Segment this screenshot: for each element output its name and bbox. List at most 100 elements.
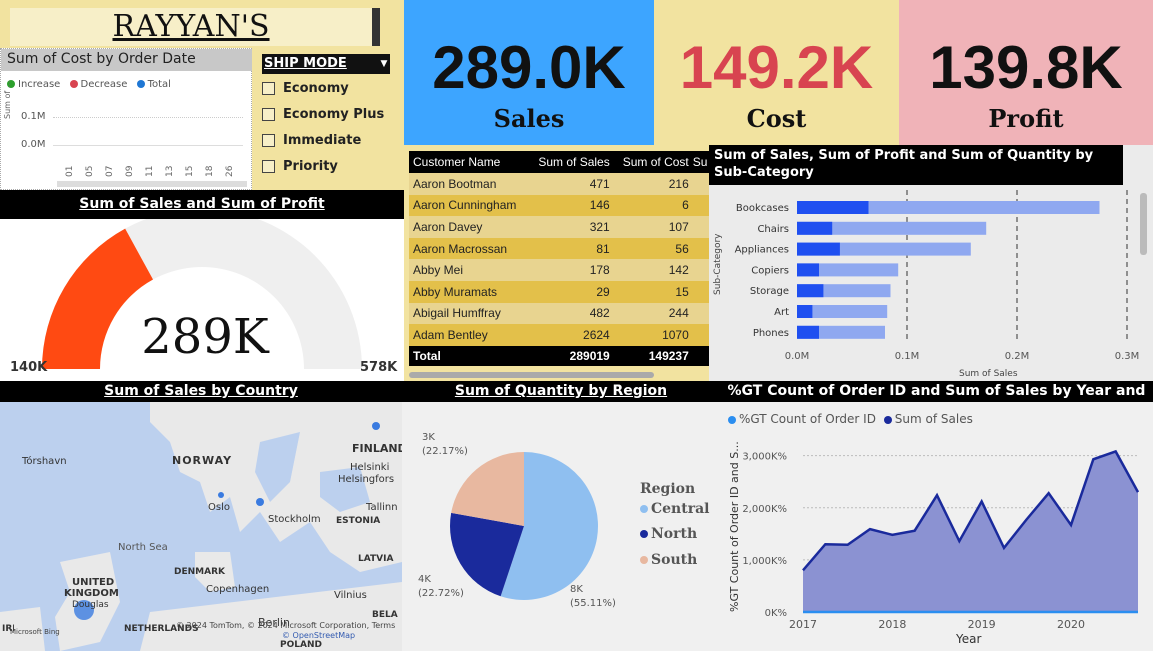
checkbox[interactable] bbox=[262, 108, 275, 121]
ship-option-economy-plus[interactable]: Economy Plus bbox=[262, 107, 402, 129]
column-header[interactable]: Su bbox=[692, 155, 708, 169]
checkbox[interactable] bbox=[262, 82, 275, 95]
cost-by-order-date-chart[interactable]: Sum of Cost by Order Date Increase Decre… bbox=[0, 48, 253, 190]
table-header-row: Customer Name Sum of Sales Sum of Cost S… bbox=[409, 151, 709, 173]
map-label: Berlin bbox=[258, 616, 290, 629]
table-row[interactable]: Aaron Bootman 471 216 bbox=[409, 173, 709, 195]
category-label: Phones bbox=[753, 328, 789, 339]
horizontal-scrollbar[interactable] bbox=[409, 372, 654, 378]
bar[interactable] bbox=[797, 221, 987, 235]
bar[interactable] bbox=[797, 325, 819, 339]
customer-table[interactable]: Customer Name Sum of Sales Sum of Cost S… bbox=[404, 145, 709, 381]
legend-label: Sum of Sales bbox=[894, 412, 973, 426]
osm-attribution[interactable]: © OpenStreetMap bbox=[282, 631, 356, 640]
kpi-label: Cost bbox=[746, 104, 807, 133]
ship-option-immediate[interactable]: Immediate bbox=[262, 133, 402, 155]
map-title-bar: Sum of Sales by Country bbox=[0, 381, 402, 402]
table-row[interactable]: Aaron Cunningham 146 6 bbox=[409, 194, 709, 217]
map-label: Douglas bbox=[72, 600, 109, 610]
sales-by-country-map[interactable]: Tórshavn NORWAY FINLAND Helsinki Helsing… bbox=[0, 402, 402, 651]
sales-profit-gauge[interactable]: 289K 140K 578K bbox=[0, 208, 404, 381]
map-label: Copenhagen bbox=[206, 584, 270, 595]
map-label: North Sea bbox=[118, 542, 168, 553]
bar[interactable] bbox=[797, 305, 813, 318]
pie-slice[interactable] bbox=[451, 452, 524, 526]
bing-logo: Microsoft Bing bbox=[10, 628, 60, 636]
map-label: Oslo bbox=[208, 502, 230, 513]
kpi-value: 289.0K bbox=[432, 34, 626, 101]
legend-item[interactable]: Central bbox=[640, 501, 709, 517]
legend-label: Total bbox=[147, 79, 171, 90]
map-label: ESTONIA bbox=[336, 516, 381, 526]
kpi-card-sales[interactable]: 289.0K Sales bbox=[404, 0, 654, 145]
x-tick: 2020 bbox=[1057, 618, 1085, 631]
legend-item[interactable]: North bbox=[640, 526, 697, 542]
legend-label: Central bbox=[651, 501, 710, 517]
data-bubble[interactable] bbox=[74, 600, 94, 620]
data-bubble[interactable] bbox=[372, 422, 380, 430]
gauge-title-bar: Sum of Sales and Sum of Profit bbox=[0, 190, 404, 219]
sales-cell: 178 bbox=[589, 263, 610, 278]
subcategory-chart-svg: 0.0M 0.1M 0.2M 0.3M Bookcases Chairs Appliance… bbox=[735, 190, 1139, 362]
sales-cell: 482 bbox=[589, 306, 610, 321]
category-label: Appliances bbox=[735, 245, 789, 256]
bar[interactable] bbox=[797, 263, 819, 277]
column-header[interactable]: Sum of Cost bbox=[622, 155, 689, 169]
cost-cell: 142 bbox=[668, 263, 689, 278]
bar[interactable] bbox=[797, 305, 888, 318]
map-label: LATVIA bbox=[358, 554, 394, 564]
sales-line[interactable] bbox=[802, 449, 1140, 572]
table-row[interactable]: Abigail Humffray 482 244 bbox=[409, 302, 709, 325]
legend-item[interactable]: South bbox=[640, 552, 697, 568]
table-row[interactable]: Abby Muramats 29 15 bbox=[409, 280, 709, 303]
bar[interactable] bbox=[797, 242, 971, 256]
map-attribution[interactable]: © 2024 TomTom, © 2024 Microsoft Corporat… bbox=[176, 621, 396, 630]
x-tick: 18 bbox=[205, 165, 215, 177]
x-tick: 01 bbox=[65, 165, 75, 177]
quantity-by-region-pie[interactable]: 8K (55.11%) 4K (22.72%) 3K (22.17%) Region Ce… bbox=[402, 402, 720, 651]
checkbox[interactable] bbox=[262, 134, 275, 147]
checkbox[interactable] bbox=[262, 160, 275, 173]
table-row[interactable]: Aaron Davey 321 107 bbox=[409, 216, 709, 238]
total-cost: 149237 bbox=[648, 348, 689, 363]
bar[interactable] bbox=[797, 201, 1100, 214]
gauge-fill bbox=[42, 228, 154, 369]
vertical-scrollbar[interactable] bbox=[1140, 193, 1147, 255]
bar[interactable] bbox=[797, 242, 840, 256]
data-label: 3K bbox=[422, 432, 435, 443]
pie-slice[interactable] bbox=[450, 512, 524, 597]
map-label: NORWAY bbox=[172, 454, 233, 467]
option-label: Immediate bbox=[283, 133, 362, 148]
x-tick: 2019 bbox=[968, 618, 996, 631]
category-label: Chairs bbox=[757, 224, 789, 235]
year-quarter-area-chart[interactable]: %GT Count of Order ID Sum of Sales 0K% 1,… bbox=[720, 402, 1153, 651]
column-header[interactable]: Sum of Sales bbox=[538, 155, 610, 169]
sales-cell: 321 bbox=[589, 219, 610, 234]
x-tick: 0.1M bbox=[895, 351, 920, 362]
bar[interactable] bbox=[797, 263, 899, 277]
legend-dot-icon bbox=[69, 80, 78, 88]
pie-slice[interactable] bbox=[500, 452, 598, 600]
bar[interactable] bbox=[797, 221, 833, 235]
ship-option-economy[interactable]: Economy bbox=[262, 81, 402, 103]
chevron-down-icon[interactable]: ▼ bbox=[380, 59, 388, 69]
sales-area[interactable] bbox=[803, 451, 1138, 612]
bar[interactable] bbox=[797, 201, 869, 214]
ireland bbox=[0, 607, 45, 651]
column-header[interactable]: Customer Name bbox=[413, 155, 501, 169]
subcategory-bar-chart[interactable]: Sum of Sales, Sum of Profit and Sum of Q… bbox=[709, 145, 1153, 381]
table-row[interactable]: Aaron Macrossan 81 56 bbox=[409, 237, 709, 260]
kpi-card-cost[interactable]: 149.2K Cost bbox=[654, 0, 899, 145]
cost-cell: 216 bbox=[668, 176, 689, 191]
kpi-card-profit[interactable]: 139.8K Profit bbox=[899, 0, 1153, 145]
ship-option-priority[interactable]: Priority bbox=[262, 159, 402, 181]
data-bubble[interactable] bbox=[256, 498, 264, 506]
table-row[interactable]: Abby Mei 178 142 bbox=[409, 259, 709, 281]
kpi-value: 149.2K bbox=[679, 34, 874, 101]
table-row[interactable]: Adam Bentley 2624 1070 bbox=[409, 324, 709, 346]
customer-name-cell: Aaron Bootman bbox=[413, 176, 497, 191]
scrollbar[interactable] bbox=[57, 181, 247, 187]
bar[interactable] bbox=[797, 284, 824, 298]
data-label: 8K bbox=[570, 584, 583, 595]
data-bubble[interactable] bbox=[218, 492, 224, 498]
